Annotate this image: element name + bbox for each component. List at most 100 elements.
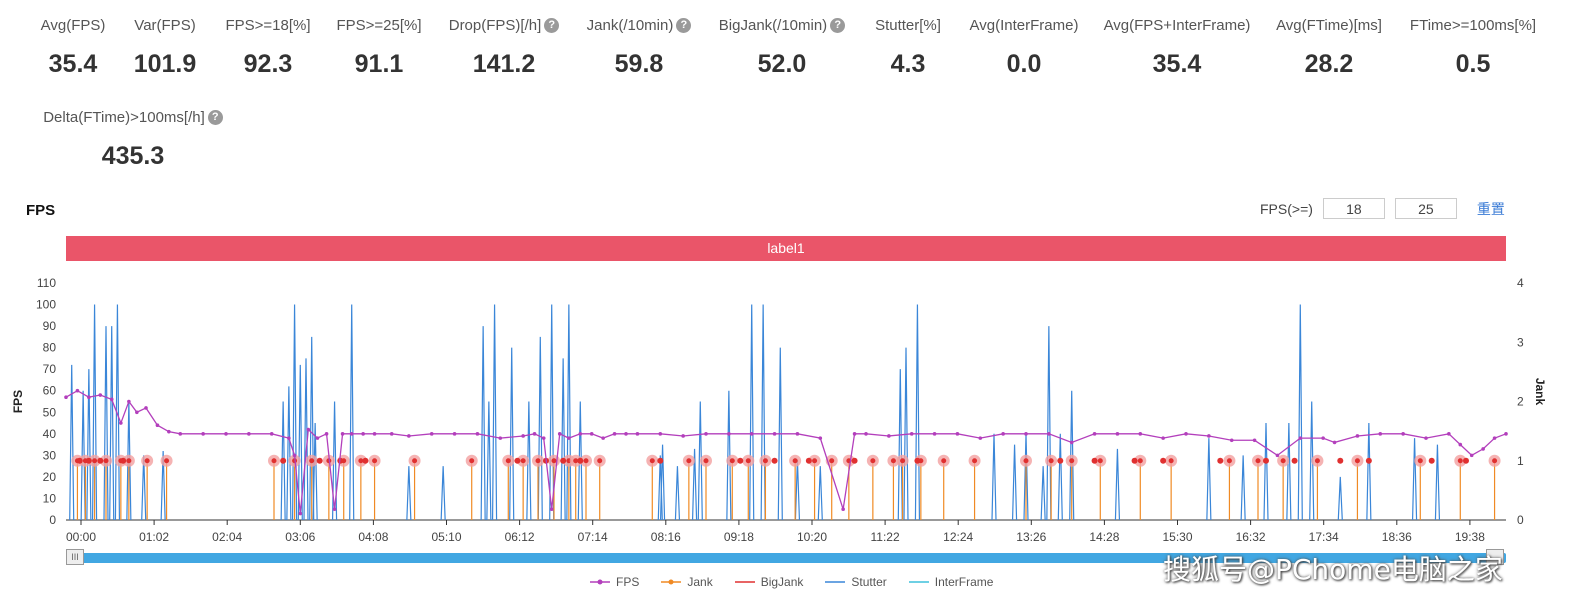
help-icon[interactable]: ? xyxy=(676,18,692,33)
time-range-slider[interactable]: III xyxy=(66,549,1506,565)
jank-point xyxy=(551,458,557,464)
fps-point xyxy=(247,432,251,436)
y-left-axis-label: FPS xyxy=(11,390,25,413)
jank-point xyxy=(103,458,109,464)
fps-point xyxy=(818,436,823,440)
stutter-spike xyxy=(486,401,492,521)
stutter-spike xyxy=(141,455,147,521)
jank-point xyxy=(762,458,768,464)
fps-point xyxy=(201,432,205,436)
chart-title: FPS xyxy=(26,202,56,219)
help-icon[interactable]: ? xyxy=(207,110,223,125)
legend-item-stutter[interactable]: Stutter xyxy=(825,575,887,589)
stutter-spike xyxy=(991,433,997,521)
stat-value: 35.4 xyxy=(48,50,98,78)
fps-point xyxy=(749,432,754,436)
stutter-spike xyxy=(1366,423,1372,521)
x-tick-label: 03:06 xyxy=(285,530,315,544)
jank-point xyxy=(358,458,364,464)
x-tick-label: 16:32 xyxy=(1236,530,1266,544)
stat-label: Avg(FPS+InterFrame) xyxy=(1087,17,1267,34)
fps-point xyxy=(521,434,525,438)
x-tick-label: 00:00 xyxy=(66,530,96,544)
y-right-tick-label: 3 xyxy=(1517,335,1524,349)
stat-value: 92.3 xyxy=(243,50,293,78)
fps-point xyxy=(909,432,914,436)
y-left-tick-label: 50 xyxy=(43,405,57,419)
x-tick-label: 02:04 xyxy=(212,530,242,544)
stat-1: Var(FPS) 101.9 xyxy=(75,17,255,79)
fps-point xyxy=(1069,440,1074,445)
stat-label-text: Delta(FTime)>100ms[/h] xyxy=(43,109,205,126)
stutter-spike xyxy=(312,423,318,521)
jank-point xyxy=(1492,458,1498,464)
jank-point xyxy=(1314,458,1320,464)
stat-label-text: FPS>=18[%] xyxy=(225,17,311,34)
bigjank-point xyxy=(1365,457,1372,464)
fps-point xyxy=(1321,436,1325,440)
stutter-spike xyxy=(566,304,572,521)
fps-point xyxy=(1424,436,1428,440)
jank-point xyxy=(309,458,315,464)
slider-handle-left[interactable]: III xyxy=(66,549,84,565)
fps-point xyxy=(389,432,394,436)
x-tick-label: 19:38 xyxy=(1455,530,1485,544)
slider-track[interactable] xyxy=(66,553,1506,563)
fps-point xyxy=(557,432,562,436)
stutter-spike xyxy=(1263,423,1269,521)
help-icon[interactable]: ? xyxy=(830,18,846,33)
fps-point xyxy=(178,432,183,436)
legend-item-interframe[interactable]: InterFrame xyxy=(908,575,993,589)
stat-label: FPS>=25[%] xyxy=(289,17,469,34)
stutter-spike xyxy=(297,364,303,521)
stat-value: 435.3 xyxy=(101,142,165,170)
bigjank-point xyxy=(1091,457,1098,464)
stutter-spike xyxy=(440,466,446,521)
legend-label: FPS xyxy=(616,575,640,589)
legend-item-jank[interactable]: Jank xyxy=(661,575,713,589)
fps-point xyxy=(1378,432,1383,436)
bigjank-point xyxy=(1337,457,1344,464)
stutter-spike xyxy=(406,466,412,521)
stat-label-text: FPS>=25[%] xyxy=(336,17,422,34)
fps-point xyxy=(298,511,303,516)
fps-point xyxy=(1504,432,1508,436)
stat-5: Jank(/10min)? 59.8 xyxy=(549,17,729,79)
stutter-spike xyxy=(657,455,663,521)
stat-value: 4.3 xyxy=(890,50,926,78)
fps-point xyxy=(1492,436,1497,440)
stat-value: 28.2 xyxy=(1304,50,1354,78)
y-left-tick-label: 30 xyxy=(43,448,57,462)
bigjank-point xyxy=(657,457,664,464)
fps-point xyxy=(361,432,365,436)
fps-point xyxy=(635,432,640,436)
stutter-spike xyxy=(86,369,92,521)
stutter-spike xyxy=(480,326,486,521)
fps-point xyxy=(589,432,594,436)
fps-threshold-low-input[interactable] xyxy=(1322,198,1385,219)
stutter-spike xyxy=(291,304,298,521)
fps-threshold-high-input[interactable] xyxy=(1394,198,1457,219)
stutter-spike xyxy=(697,401,703,521)
jank-point xyxy=(1280,458,1286,464)
legend-item-fps[interactable]: FPS xyxy=(590,575,639,589)
slider-handle-right[interactable] xyxy=(1486,549,1504,565)
jank-point xyxy=(573,458,579,464)
fps-point xyxy=(1458,442,1463,447)
stutter-spike xyxy=(1337,476,1343,521)
label-bar[interactable]: label1 xyxy=(66,236,1506,261)
x-tick-label: 09:18 xyxy=(724,530,754,544)
fps-point xyxy=(704,432,708,436)
help-icon[interactable]: ? xyxy=(544,18,560,33)
fps-point xyxy=(887,434,891,438)
stat-11: FTime>=100ms[%] 0.5 xyxy=(1383,17,1563,79)
jank-point xyxy=(144,458,150,464)
reset-button[interactable]: 重置 xyxy=(1476,200,1505,217)
legend-swatch-dot xyxy=(597,579,603,585)
bigjank-point xyxy=(1463,457,1469,464)
jank-point xyxy=(271,458,277,464)
legend-item-bigjank[interactable]: BigJank xyxy=(734,575,803,589)
bigjank-point xyxy=(280,457,287,464)
bigjank-point xyxy=(737,457,744,464)
fps-point xyxy=(1207,434,1211,438)
